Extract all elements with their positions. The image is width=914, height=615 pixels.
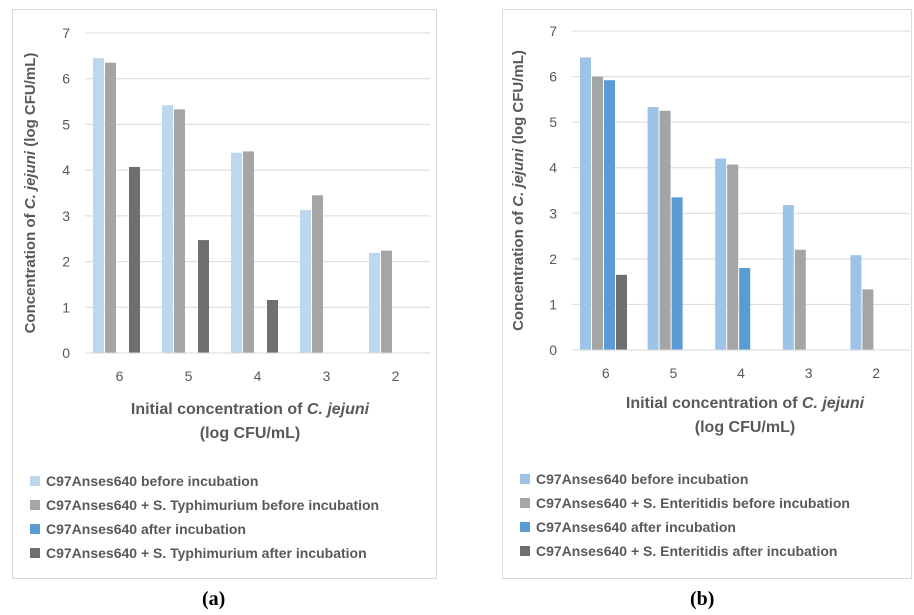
- legend-label: C97Anses640 after incubation: [46, 521, 246, 537]
- chart-a-xlabel: Initial concentration of C. jejuni (log …: [60, 398, 440, 446]
- chart-panel-b: [502, 9, 912, 579]
- chart-b-bar: [715, 158, 727, 350]
- chart-a-ytick-label: 2: [62, 254, 70, 270]
- chart-b-bar: [647, 107, 659, 351]
- chart-a-ytick-label: 1: [62, 299, 70, 315]
- chart-b-legend-item: C97Anses640 + S. Enteritidis after incub…: [520, 539, 850, 563]
- chart-b-bar: [739, 267, 751, 350]
- chart-a-bar: [105, 62, 116, 353]
- chart-b-ytick-label: 7: [549, 23, 557, 39]
- chart-b-xlabel-italic: C. jejuni: [801, 395, 865, 412]
- chart-b-legend: C97Anses640 before incubation C97Anses640…: [520, 467, 850, 563]
- chart-a-legend-item: C97Anses640 before incubation: [30, 469, 379, 493]
- chart-a-xtick-label: 5: [185, 368, 193, 384]
- chart-a-ytick-label: 3: [62, 208, 70, 224]
- legend-swatch: [30, 548, 40, 558]
- chart-a-bar: [312, 195, 323, 353]
- legend-label: C97Anses640 before incubation: [536, 471, 749, 487]
- chart-a-bar: [267, 299, 278, 353]
- chart-a-ytick-label: 0: [62, 345, 70, 361]
- chart-b-xlabel-prefix: Initial concentration of: [625, 395, 802, 412]
- legend-label: C97Anses640 before incubation: [46, 473, 259, 489]
- panel-label-b: (b): [690, 588, 715, 610]
- legend-label: C97Anses640 + S. Enteritidis before incu…: [536, 495, 850, 511]
- chart-a-bar: [243, 151, 254, 353]
- chart-a-legend-item: C97Anses640 after incubation: [30, 517, 379, 541]
- chart-b-xtick-label: 3: [805, 365, 813, 381]
- legend-label: C97Anses640 + S. Typhimurium after incub…: [46, 545, 367, 561]
- chart-a-bar: [198, 240, 209, 353]
- legend-swatch: [30, 476, 40, 486]
- chart-a-xtick-label: 2: [392, 368, 400, 384]
- chart-b-bar: [850, 255, 862, 350]
- legend-swatch: [520, 474, 530, 484]
- chart-b-xlabel: Initial concentration of C. jejuni (log …: [555, 392, 914, 440]
- chart-a-xtick-label: 4: [254, 368, 262, 384]
- chart-b-legend-item: C97Anses640 after incubation: [520, 515, 850, 539]
- chart-b-bar: [727, 164, 739, 350]
- chart-a-bar: [369, 252, 380, 353]
- chart-a-xlabel-italic: C. jejuni: [306, 401, 370, 418]
- chart-b-xtick-label: 6: [602, 365, 610, 381]
- chart-a-ytick-label: 5: [62, 116, 70, 132]
- chart-a-legend-item: C97Anses640 + S. Typhimurium before incu…: [30, 493, 379, 517]
- chart-a-xtick-label: 3: [323, 368, 331, 384]
- chart-a-bar: [174, 109, 185, 353]
- chart-b-legend-item: C97Anses640 + S. Enteritidis before incu…: [520, 491, 850, 515]
- legend-label: C97Anses640 + S. Enteritidis after incub…: [536, 543, 838, 559]
- chart-b-ytick-label: 4: [549, 160, 557, 176]
- chart-a-bar: [162, 105, 173, 353]
- chart-b-ytick-label: 6: [549, 69, 557, 85]
- chart-b-bar: [604, 80, 615, 351]
- chart-a-bar: [93, 58, 104, 354]
- chart-b-ytick-label: 2: [549, 251, 557, 267]
- legend-swatch: [520, 498, 530, 508]
- legend-swatch: [30, 524, 40, 534]
- chart-a-legend: C97Anses640 before incubation C97Anses640…: [30, 469, 379, 565]
- chart-b-ytick-label: 3: [549, 205, 557, 221]
- chart-b-ytick-label: 0: [549, 342, 557, 358]
- chart-b-bar: [580, 57, 591, 350]
- chart-a-ytick-label: 6: [62, 71, 70, 87]
- chart-a-legend-item: C97Anses640 + S. Typhimurium after incub…: [30, 541, 379, 565]
- chart-b-ylabel: Concentration of C. jejuni (log CFU/mL): [510, 50, 527, 331]
- chart-a-ytick-label: 7: [62, 25, 70, 41]
- chart-a-bar: [300, 209, 311, 353]
- chart-b-ytick-label: 5: [549, 114, 557, 130]
- chart-a-xlabel-line2: (log CFU/mL): [199, 425, 301, 442]
- legend-swatch: [30, 500, 40, 510]
- chart-b-bar: [782, 205, 794, 350]
- chart-b-bar: [794, 249, 806, 350]
- chart-b-ytick-label: 1: [549, 296, 557, 312]
- legend-label: C97Anses640 + S. Typhimurium before incu…: [46, 497, 380, 513]
- legend-swatch: [520, 522, 530, 532]
- chart-a-ylabel: Concentration of C. jejuni (log CFU/mL): [22, 53, 39, 334]
- chart-b-xtick-label: 2: [872, 365, 880, 381]
- chart-b-xtick-label: 5: [670, 365, 678, 381]
- chart-a-bar: [381, 250, 392, 353]
- chart-b-xlabel-line2: (log CFU/mL): [694, 419, 796, 436]
- chart-a-ytick-label: 4: [62, 162, 70, 178]
- chart-b-bar: [659, 110, 671, 350]
- chart-a-bar: [129, 166, 140, 353]
- chart-b-bar: [862, 289, 874, 350]
- chart-b-bar: [616, 274, 627, 350]
- chart-b-legend-item: C97Anses640 before incubation: [520, 467, 850, 491]
- panel-label-a: (a): [202, 588, 226, 610]
- chart-a-bar: [231, 152, 242, 353]
- legend-swatch: [520, 546, 530, 556]
- chart-b-bar: [592, 76, 603, 351]
- chart-b-xtick-label: 4: [737, 365, 745, 381]
- legend-label: C97Anses640 after incubation: [536, 519, 736, 535]
- chart-b-bar: [671, 197, 683, 350]
- chart-a-xtick-label: 6: [116, 368, 124, 384]
- chart-a-xlabel-prefix: Initial concentration of: [130, 401, 307, 418]
- chart-panel-a: [12, 9, 437, 579]
